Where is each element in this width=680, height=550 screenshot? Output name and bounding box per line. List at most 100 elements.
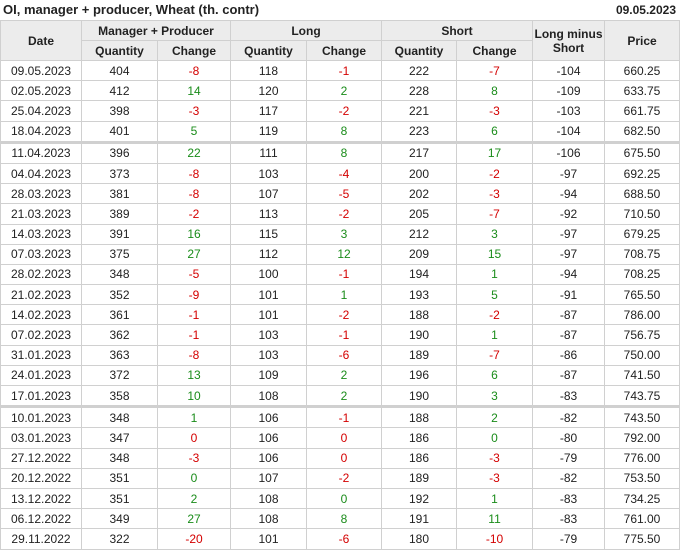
short-change-cell: 11 [456,508,534,530]
mp-quantity-cell: 358 [81,384,158,408]
table-row: 09.05.2023 404 -8 118 -1 222 -7 -104 660.25 [0,59,680,82]
table-row: 17.01.2023 358 10 108 2 190 3 -83 743.75 [0,384,680,408]
table-row: 14.02.2023 361 -1 101 -2 188 -2 -87 786.00 [0,304,680,326]
mp-quantity-cell: 372 [81,364,158,387]
table-row: 20.12.2022 351 0 107 -2 189 -3 -82 753.50 [0,467,680,489]
mp-change-cell: 16 [157,223,231,245]
short-quantity-cell: 189 [381,467,458,489]
header-short: Short [381,20,534,41]
short-change-cell: -2 [456,162,534,185]
short-change-cell: -7 [456,59,534,82]
mp-change-cell: -8 [157,59,231,82]
short-change-cell: 0 [456,427,534,449]
long-change-cell: -1 [305,263,383,286]
long-change-cell: 8 [305,120,383,143]
mp-quantity-cell: 351 [81,487,158,510]
long-change-cell: -1 [305,405,383,429]
long-quantity-cell: 107 [230,183,307,205]
mp-quantity-cell: 401 [81,120,158,143]
short-change-cell: 6 [456,364,534,387]
table-row: 11.04.2023 396 22 111 8 217 17 -106 675.50 [0,140,680,164]
date-cell: 20.12.2022 [0,467,82,489]
long-minus-short-cell: -92 [532,203,606,225]
long-change-cell: 2 [305,384,383,408]
long-quantity-cell: 111 [230,140,307,164]
long-quantity-cell: 120 [230,80,307,102]
price-cell: 692.25 [604,162,680,185]
short-quantity-cell: 222 [381,59,458,82]
long-change-cell: 12 [305,243,383,265]
header-manager-producer: Manager + Producer [81,20,231,41]
long-minus-short-cell: -82 [532,405,606,429]
long-change-cell: 3 [305,223,383,245]
mp-quantity-cell: 349 [81,508,158,530]
price-cell: 633.75 [604,80,680,102]
mp-change-cell: 27 [157,243,231,265]
mp-quantity-cell: 398 [81,100,158,122]
short-quantity-cell: 205 [381,203,458,225]
mp-change-cell: -8 [157,183,231,205]
header-date: Date [0,20,82,61]
long-quantity-cell: 108 [230,384,307,408]
mp-change-cell: -8 [157,162,231,185]
date-cell: 14.03.2023 [0,223,82,245]
date-cell: 28.02.2023 [0,263,82,286]
mp-quantity-cell: 391 [81,223,158,245]
long-change-cell: -2 [305,203,383,225]
price-cell: 750.00 [604,344,680,366]
price-cell: 661.75 [604,100,680,122]
mp-change-cell: -3 [157,447,231,469]
long-change-cell: -2 [305,304,383,326]
price-cell: 710.50 [604,203,680,225]
header-mp-change: Change [157,40,231,61]
header-long-change: Change [305,40,383,61]
date-cell: 27.12.2022 [0,447,82,469]
mp-change-cell: -2 [157,203,231,225]
mp-quantity-cell: 404 [81,59,158,82]
long-change-cell: -6 [305,344,383,366]
long-quantity-cell: 115 [230,223,307,245]
price-cell: 660.25 [604,59,680,82]
short-change-cell: -3 [456,100,534,122]
table-row: 03.01.2023 347 0 106 0 186 0 -80 792.00 [0,427,680,449]
long-change-cell: 0 [305,487,383,510]
long-minus-short-cell: -87 [532,304,606,326]
table-row: 21.02.2023 352 -9 101 1 193 5 -91 765.50 [0,284,680,306]
short-change-cell: 1 [456,324,534,346]
long-change-cell: -4 [305,162,383,185]
long-quantity-cell: 106 [230,405,307,429]
table-row: 21.03.2023 389 -2 113 -2 205 -7 -92 710.50 [0,203,680,225]
table-row: 04.04.2023 373 -8 103 -4 200 -2 -97 692.25 [0,162,680,185]
table-row: 28.02.2023 348 -5 100 -1 194 1 -94 708.25 [0,263,680,286]
long-minus-short-cell: -83 [532,384,606,408]
long-minus-short-cell: -79 [532,447,606,469]
long-minus-short-cell: -106 [532,140,606,164]
table-row: 25.04.2023 398 -3 117 -2 221 -3 -103 661.75 [0,100,680,122]
date-cell: 17.01.2023 [0,384,82,408]
long-quantity-cell: 103 [230,162,307,185]
short-quantity-cell: 186 [381,447,458,469]
date-cell: 25.04.2023 [0,100,82,122]
date-cell: 24.01.2023 [0,364,82,387]
long-minus-short-cell: -82 [532,467,606,489]
long-quantity-cell: 113 [230,203,307,225]
table-row: 18.04.2023 401 5 119 8 223 6 -104 682.50 [0,120,680,143]
short-quantity-cell: 212 [381,223,458,245]
table-row: 24.01.2023 372 13 109 2 196 6 -87 741.50 [0,364,680,387]
price-cell: 675.50 [604,140,680,164]
date-cell: 07.03.2023 [0,243,82,265]
short-change-cell: 15 [456,243,534,265]
long-minus-short-cell: -87 [532,324,606,346]
mp-quantity-cell: 375 [81,243,158,265]
page-title: OI, manager + producer, Wheat (th. contr… [3,2,260,17]
long-minus-short-cell: -83 [532,487,606,510]
long-minus-short-cell: -91 [532,284,606,306]
short-quantity-cell: 200 [381,162,458,185]
short-quantity-cell: 228 [381,80,458,102]
date-cell: 02.05.2023 [0,80,82,102]
mp-change-cell: 13 [157,364,231,387]
mp-quantity-cell: 381 [81,183,158,205]
long-minus-short-cell: -86 [532,344,606,366]
long-quantity-cell: 101 [230,304,307,326]
price-cell: 688.50 [604,183,680,205]
